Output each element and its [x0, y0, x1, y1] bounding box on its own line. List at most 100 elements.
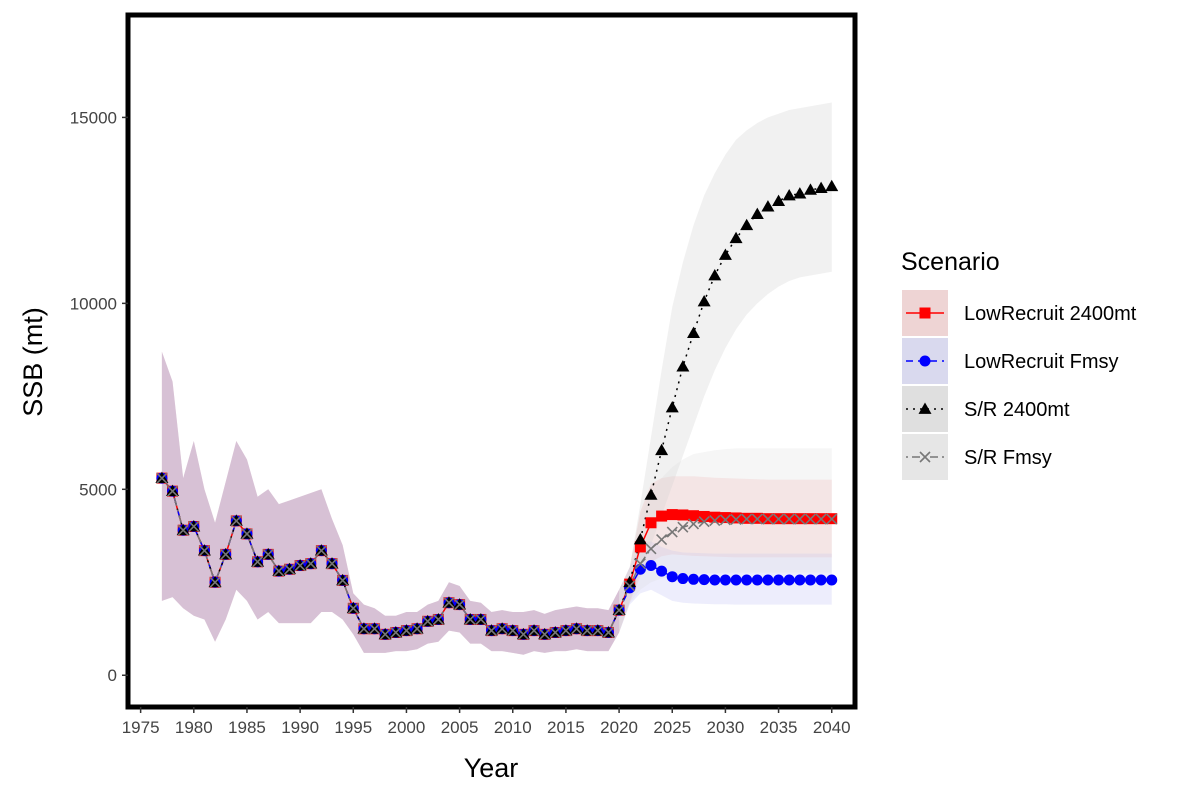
point-s-r-fmsy: [400, 625, 413, 637]
point-lowrecruit-fmsy: [815, 574, 827, 586]
point-s-r-2400mt: [814, 181, 828, 193]
point-lowrecruit-2400mt: [719, 512, 731, 524]
point-lowrecruit-fmsy: [666, 571, 678, 583]
point-s-r-fmsy: [613, 604, 625, 616]
legend-key-marker: [919, 451, 931, 463]
point-s-r-fmsy: [326, 558, 338, 570]
plot-panel-border: [125, 12, 858, 710]
point-lowrecruit-2400mt: [656, 510, 668, 522]
y-tick-label: 5000: [79, 480, 117, 499]
point-lowrecruit-fmsy: [783, 574, 795, 586]
point-lowrecruit-fmsy: [751, 574, 763, 586]
legend-key-marker: [918, 402, 932, 414]
point-s-r-2400mt: [729, 231, 743, 244]
x-axis: 1975 1980 1985 1990 1995 2000 2005 2010 2015 2020…: [122, 707, 851, 737]
point-s-r-2400mt: [793, 187, 807, 199]
point-s-r-2400mt: [655, 443, 669, 456]
point-s-r-fmsy: [347, 602, 359, 614]
point-s-r-fmsy: [570, 623, 583, 635]
point-lowrecruit-fmsy: [794, 574, 806, 586]
point-s-r-fmsy: [496, 623, 508, 635]
x-tick-label: 2000: [388, 718, 426, 737]
point-s-r-fmsy: [283, 563, 296, 575]
legend-entry-lowrecruit-2400mt: LowRecruit 2400mt: [902, 290, 1137, 336]
legend-label: S/R Fmsy: [964, 447, 1052, 469]
point-s-r-fmsy: [581, 625, 593, 637]
point-s-r-fmsy: [592, 625, 604, 637]
x-tick-label: 1980: [175, 718, 213, 737]
point-s-r-fmsy: [709, 514, 721, 527]
point-lowrecruit-fmsy: [741, 574, 753, 586]
x-tick-label: 2035: [760, 718, 798, 737]
y-tick-label: 10000: [70, 294, 117, 313]
point-s-r-2400mt: [803, 183, 817, 195]
point-s-r-fmsy: [262, 548, 274, 560]
point-s-r-2400mt: [750, 207, 764, 219]
series-markers: [155, 179, 839, 640]
point-s-r-fmsy: [198, 545, 210, 557]
point-s-r-fmsy: [422, 615, 434, 627]
point-s-r-fmsy: [188, 520, 200, 533]
point-s-r-fmsy: [677, 521, 689, 533]
point-lowrecruit-fmsy: [688, 573, 700, 585]
point-lowrecruit-fmsy: [773, 574, 785, 586]
legend-entry-lowrecruit-fmsy: LowRecruit Fmsy: [902, 338, 1118, 384]
point-s-r-fmsy: [624, 580, 636, 592]
point-s-r-fmsy: [358, 623, 370, 635]
point-s-r-fmsy: [305, 558, 317, 570]
legend-label: LowRecruit Fmsy: [964, 351, 1118, 373]
point-s-r-fmsy: [645, 543, 657, 555]
x-tick-label: 2015: [547, 718, 585, 737]
point-s-r-2400mt: [772, 194, 786, 206]
point-lowrecruit-fmsy: [762, 574, 774, 586]
legend-label: LowRecruit 2400mt: [964, 303, 1137, 325]
point-lowrecruit-fmsy: [634, 563, 646, 575]
point-s-r-fmsy: [368, 623, 381, 635]
point-s-r-fmsy: [230, 515, 242, 527]
legend-entry-s-r-fmsy: S/R Fmsy: [902, 434, 1052, 480]
point-lowrecruit-2400mt: [666, 509, 678, 521]
x-tick-label: 1995: [334, 718, 372, 737]
point-s-r-fmsy: [634, 558, 646, 570]
point-s-r-fmsy: [252, 556, 264, 568]
y-tick-label: 0: [108, 666, 117, 685]
historical-band: [161, 351, 620, 655]
point-s-r-fmsy: [315, 545, 327, 557]
point-s-r-fmsy: [209, 576, 221, 588]
point-lowrecruit-fmsy: [656, 565, 668, 577]
point-s-r-fmsy: [528, 625, 540, 637]
point-s-r-fmsy: [549, 626, 561, 639]
x-tick-label: 1985: [228, 718, 266, 737]
x-tick-label: 2005: [441, 718, 479, 737]
point-s-r-fmsy: [294, 559, 306, 572]
point-lowrecruit-fmsy: [719, 574, 731, 586]
point-lowrecruit-2400mt: [677, 509, 689, 521]
point-lowrecruit-2400mt: [709, 511, 721, 523]
point-s-r-fmsy: [454, 599, 466, 611]
point-s-r-fmsy: [443, 597, 455, 609]
x-tick-label: 2020: [600, 718, 638, 737]
x-tick-label: 1975: [122, 718, 160, 737]
point-s-r-fmsy: [432, 613, 444, 626]
point-lowrecruit-fmsy: [826, 574, 838, 586]
legend-title: Scenario: [901, 248, 1000, 276]
point-lowrecruit-fmsy: [730, 574, 742, 586]
point-s-r-2400mt: [740, 218, 754, 231]
point-s-r-2400mt: [782, 189, 796, 201]
point-s-r-2400mt: [718, 248, 732, 260]
point-lowrecruit-fmsy: [645, 560, 657, 572]
point-lowrecruit-fmsy: [677, 573, 689, 585]
historical-band-overlay: [161, 351, 620, 655]
point-s-r-fmsy: [656, 533, 668, 546]
point-s-r-fmsy: [730, 513, 742, 525]
legend: Scenario LowRecruit 2400mt LowRecruit Fms…: [901, 248, 1137, 480]
point-s-r-fmsy: [698, 516, 710, 528]
point-s-r-fmsy: [411, 623, 423, 635]
point-lowrecruit-fmsy: [698, 574, 710, 586]
point-lowrecruit-2400mt: [634, 541, 646, 553]
point-s-r-fmsy: [560, 625, 572, 637]
point-s-r-fmsy: [485, 625, 498, 637]
x-tick-label: 2030: [706, 718, 744, 737]
